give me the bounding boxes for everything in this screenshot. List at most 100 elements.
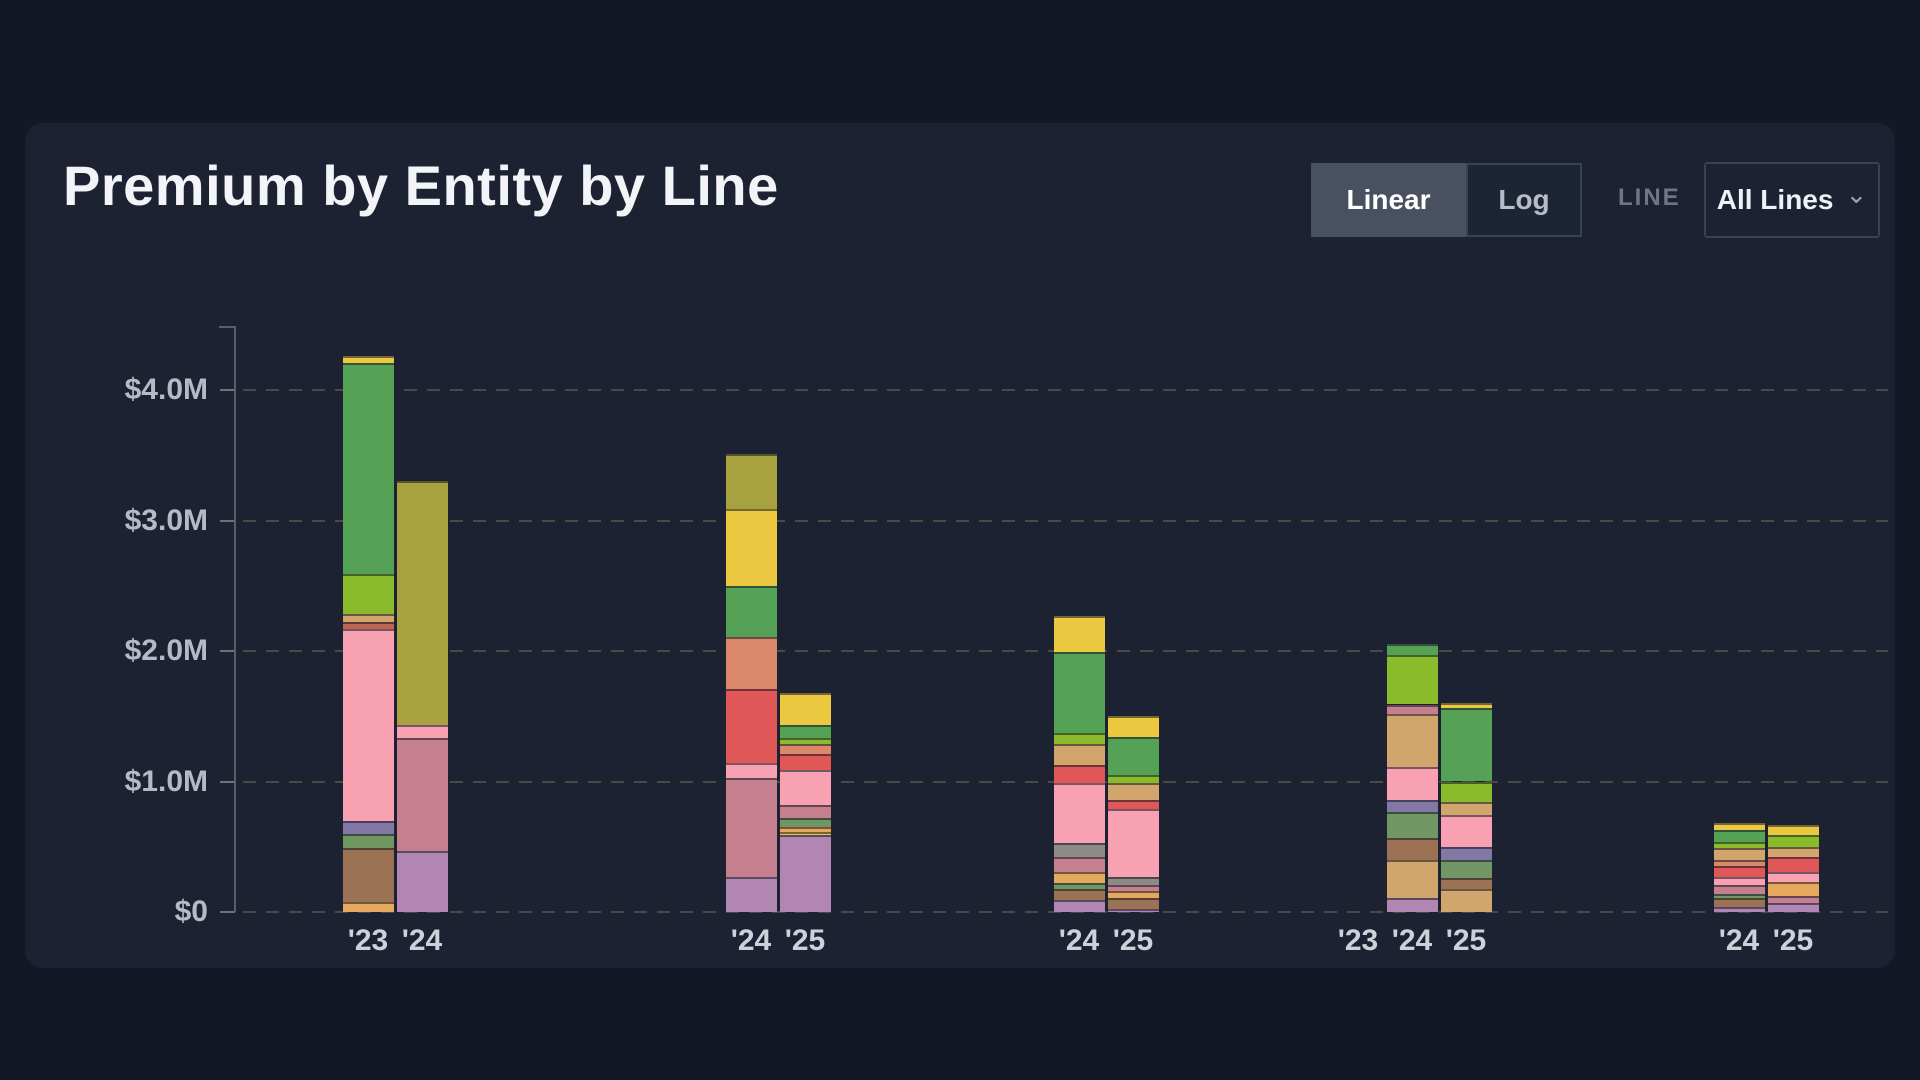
bar-segment[interactable] (1053, 883, 1105, 889)
bar-segment[interactable] (1053, 900, 1105, 912)
bar-segment[interactable] (779, 754, 831, 770)
bar-segment[interactable] (1386, 767, 1438, 800)
bar-segment[interactable] (1386, 654, 1438, 705)
log-toggle-button[interactable]: Log (1466, 163, 1582, 237)
bar-segment[interactable] (779, 804, 831, 819)
bar-segment[interactable] (396, 725, 448, 739)
bar-segment[interactable] (1386, 859, 1438, 898)
bar-segment[interactable] (1107, 808, 1159, 877)
bar-segment[interactable] (1386, 897, 1438, 912)
bar-segment[interactable] (1713, 906, 1765, 912)
bar-segment[interactable] (725, 585, 777, 637)
bar-segment[interactable] (1767, 871, 1819, 882)
bar-segment[interactable] (1107, 799, 1159, 809)
bar-segment[interactable] (342, 820, 394, 834)
scale-toggle: Linear Log (1311, 163, 1582, 237)
bar-segment[interactable] (1767, 902, 1819, 912)
bar-segment[interactable] (1107, 716, 1159, 738)
bar-segment[interactable] (725, 777, 777, 877)
bar-segment[interactable] (1713, 876, 1765, 885)
bar-segment[interactable] (1713, 841, 1765, 849)
bar-segment[interactable] (342, 628, 394, 821)
bar-segment[interactable] (1713, 897, 1765, 907)
bar-segment[interactable] (1107, 737, 1159, 775)
bar-segment[interactable] (779, 743, 831, 755)
bar-segment[interactable] (1767, 881, 1819, 897)
bar-segment[interactable] (1440, 708, 1492, 782)
bar-segment[interactable] (1440, 703, 1492, 709)
bar-segment[interactable] (1713, 823, 1765, 830)
bar-segment[interactable] (1386, 799, 1438, 812)
bar-segment[interactable] (1440, 802, 1492, 816)
bar-segment[interactable] (725, 508, 777, 586)
bar-segment[interactable] (1713, 866, 1765, 877)
bar-segment[interactable] (396, 481, 448, 726)
bar-segment[interactable] (1053, 888, 1105, 901)
bar-segment[interactable] (342, 833, 394, 849)
bar-segment[interactable] (1767, 824, 1819, 835)
bar-segment[interactable] (342, 901, 394, 912)
bar-segment[interactable] (342, 848, 394, 902)
bar-segment[interactable] (1053, 782, 1105, 843)
bar-segment[interactable] (779, 832, 831, 836)
bar-segment[interactable] (1107, 774, 1159, 783)
bar-segment[interactable] (1053, 871, 1105, 884)
bar-segment[interactable] (1713, 848, 1765, 860)
bar-segment[interactable] (1053, 615, 1105, 653)
bar-segment[interactable] (779, 692, 831, 726)
bar-segment[interactable] (396, 850, 448, 912)
bar-segment[interactable] (1107, 876, 1159, 885)
bar-segment[interactable] (779, 725, 831, 739)
bar-segment[interactable] (1053, 743, 1105, 765)
bar-segment[interactable] (1767, 835, 1819, 847)
bar-segment[interactable] (1053, 764, 1105, 783)
bar-segment[interactable] (1440, 888, 1492, 912)
linear-toggle-button[interactable]: Linear (1311, 163, 1466, 237)
bar-segment[interactable] (725, 688, 777, 764)
bar-segment[interactable] (1386, 704, 1438, 714)
bar-segment[interactable] (1440, 815, 1492, 847)
bar-segment[interactable] (779, 738, 831, 744)
bar-segment[interactable] (1053, 842, 1105, 858)
bar-segment[interactable] (1107, 891, 1159, 898)
bar-segment[interactable] (725, 763, 777, 778)
line-filter-dropdown[interactable]: All Lines ⌄ (1704, 162, 1880, 238)
bar-segment[interactable] (1713, 893, 1765, 898)
bar-segment[interactable] (1107, 782, 1159, 800)
bar-segment[interactable] (342, 356, 394, 363)
bar-segment[interactable] (1386, 644, 1438, 655)
bar-segment[interactable] (1053, 733, 1105, 744)
bar-segment[interactable] (342, 622, 394, 629)
bar-segment[interactable] (1053, 857, 1105, 872)
bar-segment[interactable] (779, 827, 831, 833)
bar-segment[interactable] (1440, 846, 1492, 860)
y-axis-tick (220, 780, 235, 783)
bar-segment[interactable] (1386, 811, 1438, 838)
bar-segment[interactable] (396, 738, 448, 851)
bar-segment[interactable] (1386, 837, 1438, 860)
bar-segment[interactable] (725, 876, 777, 912)
bar-segment[interactable] (1713, 829, 1765, 842)
x-tick-label: '25 (1445, 924, 1487, 957)
bar-segment[interactable] (1767, 846, 1819, 858)
bar-segment[interactable] (1440, 878, 1492, 889)
bar-segment[interactable] (1713, 859, 1765, 867)
bar-segment[interactable] (1107, 909, 1159, 913)
bar-segment[interactable] (342, 614, 394, 623)
bar-segment[interactable] (1767, 896, 1819, 903)
bar-segment[interactable] (1386, 713, 1438, 768)
bar-segment[interactable] (342, 574, 394, 615)
bar-segment[interactable] (342, 362, 394, 574)
bar-segment[interactable] (1440, 859, 1492, 879)
bar-segment[interactable] (1767, 857, 1819, 872)
bar-segment[interactable] (1440, 781, 1492, 803)
bar-segment[interactable] (779, 835, 831, 912)
bar-segment[interactable] (725, 636, 777, 689)
bar-segment[interactable] (1107, 897, 1159, 910)
bar-segment[interactable] (1713, 884, 1765, 894)
bar-segment[interactable] (725, 453, 777, 509)
bar-segment[interactable] (1053, 652, 1105, 734)
bar-segment[interactable] (1107, 884, 1159, 892)
bar-segment[interactable] (779, 769, 831, 805)
bar-segment[interactable] (779, 818, 831, 828)
